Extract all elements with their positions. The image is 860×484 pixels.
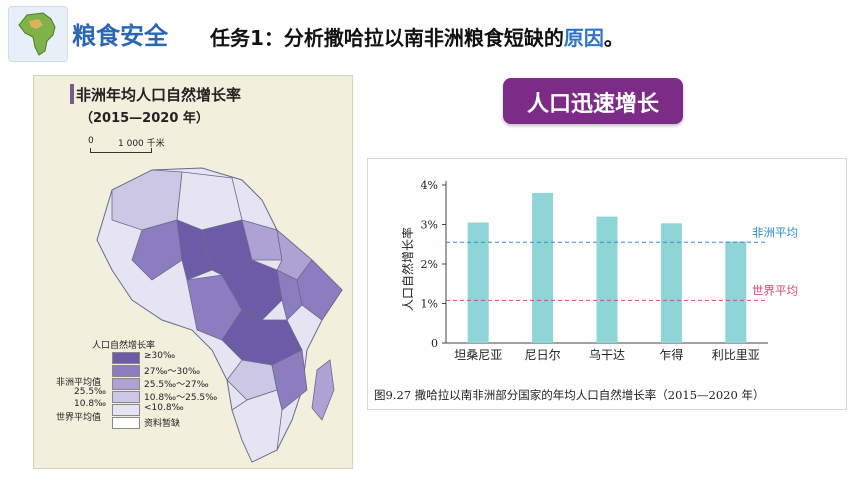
y-tick-label: 2%	[421, 258, 438, 271]
africa-map-panel: 非洲年均人口自然增长率 （2015—2020 年） 0 1 000 千米 人口自…	[33, 75, 353, 469]
legend-label: 25.5‰～27‰	[144, 380, 209, 390]
bar	[660, 223, 682, 343]
africa-average-value: 25.5‰	[74, 387, 107, 397]
task-title-suffix: 。	[603, 26, 624, 50]
y-tick-label: 0	[431, 337, 438, 350]
bar	[467, 222, 489, 343]
legend-label: 27‰～30‰	[144, 367, 201, 377]
task-title-highlight: 原因	[563, 26, 604, 50]
x-tick-label: 尼日尔	[525, 347, 561, 362]
y-axis-label: 人口自然增长率	[400, 227, 415, 311]
map-title-marker	[70, 84, 74, 104]
y-tick-label: 3%	[421, 219, 438, 232]
legend-label: ≥30‰	[144, 351, 176, 361]
growth-rate-chart: 人口自然增长率 0 1% 2% 3% 4% 坦桑尼亚 尼日尔 乌干达 乍得 利比里亚 非洲平均世界平…	[374, 179, 798, 402]
legend-swatch	[112, 378, 140, 390]
legend-swatch	[112, 352, 140, 364]
legend-swatch	[112, 417, 140, 429]
x-tick-label: 坦桑尼亚	[454, 348, 502, 362]
africa-average-label: 非洲平均值	[56, 378, 102, 388]
chart-panel: 人口自然增长率 0 1% 2% 3% 4% 坦桑尼亚 尼日尔 乌干达 乍得 利比里亚 非洲平均世界平…	[367, 158, 847, 410]
header: 粮食安全 任务1：分析撒哈拉以南非洲粮食短缺的原因。	[0, 0, 860, 62]
scale-label-left: 0	[88, 136, 94, 146]
y-tick-label: 4%	[421, 179, 438, 192]
bar	[725, 241, 747, 343]
legend-swatch	[112, 391, 140, 403]
world-average-value: 10.8‰	[74, 399, 107, 409]
bar	[596, 216, 618, 343]
map-subtitle: （2015—2020 年）	[80, 111, 209, 126]
reference-line-label: 非洲平均	[752, 225, 798, 239]
section-title: 粮食安全	[72, 22, 168, 50]
x-tick-label: 利比里亚	[712, 348, 760, 362]
task-title: 任务1：分析撒哈拉以南非洲粮食短缺的原因。	[210, 22, 624, 51]
scale-label-right: 1 000 千米	[118, 139, 165, 149]
africa-logo-icon	[8, 6, 68, 62]
badge-label: 人口迅速增长	[526, 92, 659, 117]
bar	[532, 192, 554, 343]
legend-title: 人口自然增长率	[92, 341, 156, 351]
y-tick-label: 1%	[421, 298, 438, 311]
legend-label: 资料暂缺	[144, 419, 181, 429]
world-average-label: 世界平均值	[56, 413, 102, 423]
x-tick-label: 乌干达	[589, 347, 625, 362]
chart-caption: 图9.27 撒哈拉以南非洲部分国家的年均人口自然增长率（2015—2020 年）	[374, 388, 764, 402]
legend-swatch	[112, 365, 140, 377]
task-title-prefix: 任务1：分析撒哈拉以南非洲粮食短缺的	[210, 26, 564, 50]
africa-map	[96, 167, 343, 463]
reference-line-label: 世界平均	[752, 283, 798, 297]
scale-bar	[90, 148, 152, 153]
legend-label: <10.8‰	[144, 403, 184, 413]
map-title: 非洲年均人口自然增长率	[76, 86, 242, 104]
legend-swatch	[112, 404, 140, 416]
legend-label: 10.8‰～25.5‰	[144, 393, 218, 403]
x-tick-label: 乍得	[659, 347, 683, 362]
population-growth-badge: 人口迅速增长	[503, 78, 683, 124]
